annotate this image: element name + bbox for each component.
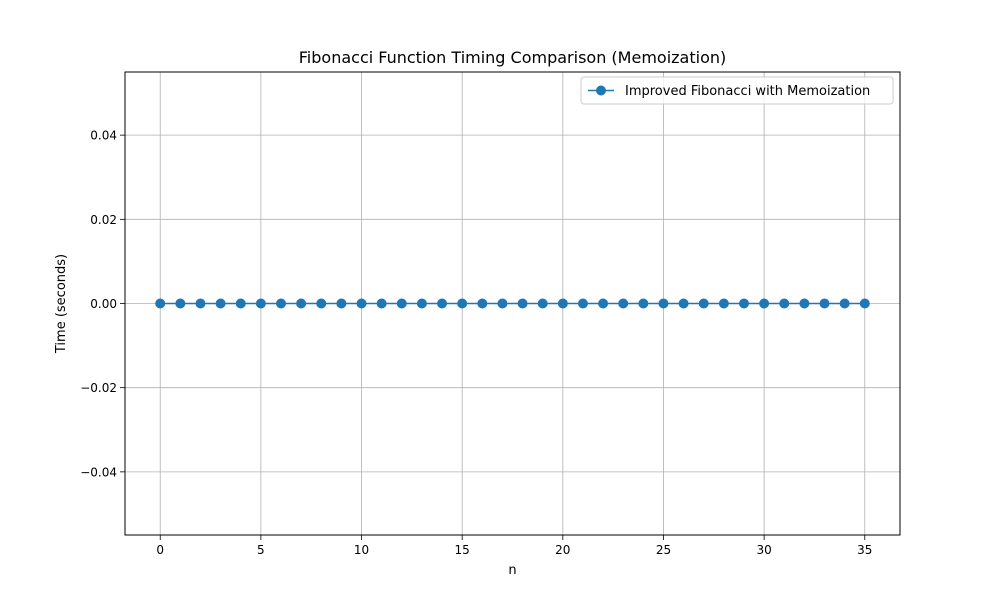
data-point [336,298,347,309]
data-point [195,298,206,309]
x-tick-label: 15 [455,543,470,557]
y-tick-label: −0.02 [80,381,117,395]
x-tick-label: 35 [857,543,872,557]
data-point [658,298,669,309]
data-point [316,298,327,309]
y-tick-label: −0.04 [80,465,117,479]
axis-ticks: 0 5 10 15 20 25 30 35 −0.04 −0.02 0.00 0.02 0.04 [80,129,872,557]
y-tick-label: 0.02 [90,213,117,227]
data-point [296,298,307,309]
data-point [577,298,588,309]
legend: Improved Fibonacci with Memoization [580,76,894,105]
data-point [356,298,367,309]
data-point [839,298,850,309]
data-point [497,298,508,309]
x-tick-label: 0 [156,543,164,557]
data-point [255,298,266,309]
data-point [276,298,287,309]
data-point [235,298,246,309]
data-point [517,298,528,309]
legend-label: Improved Fibonacci with Memoization [625,84,870,99]
data-point [638,298,649,309]
data-point [396,298,407,309]
y-axis-label: Time (seconds) [54,254,69,354]
data-point [537,298,548,309]
x-axis-label: n [508,563,516,578]
y-tick-label: 0.00 [90,297,117,311]
chart-title: Fibonacci Function Timing Comparison (Me… [299,48,726,67]
data-point [859,298,870,309]
data-point [738,298,749,309]
data-point [598,298,609,309]
y-tick-label: 0.04 [90,129,117,143]
data-point [155,298,166,309]
data-point [779,298,790,309]
x-tick-label: 30 [756,543,771,557]
data-point [477,298,488,309]
data-point [618,298,629,309]
x-tick-label: 10 [354,543,369,557]
data-point [678,298,689,309]
data-point [819,298,830,309]
legend-box [580,76,894,105]
x-tick-label: 25 [656,543,671,557]
data-point [376,298,387,309]
data-point [416,298,427,309]
x-tick-label: 20 [555,543,570,557]
data-point [215,298,226,309]
data-point [175,298,186,309]
data-point [759,298,770,309]
series-layer [155,298,870,309]
data-point [457,298,468,309]
legend-marker-sample [596,85,606,96]
x-tick-label: 5 [257,543,265,557]
data-point [698,298,709,309]
data-point [437,298,448,309]
data-point [557,298,568,309]
data-point [718,298,729,309]
data-point [799,298,810,309]
